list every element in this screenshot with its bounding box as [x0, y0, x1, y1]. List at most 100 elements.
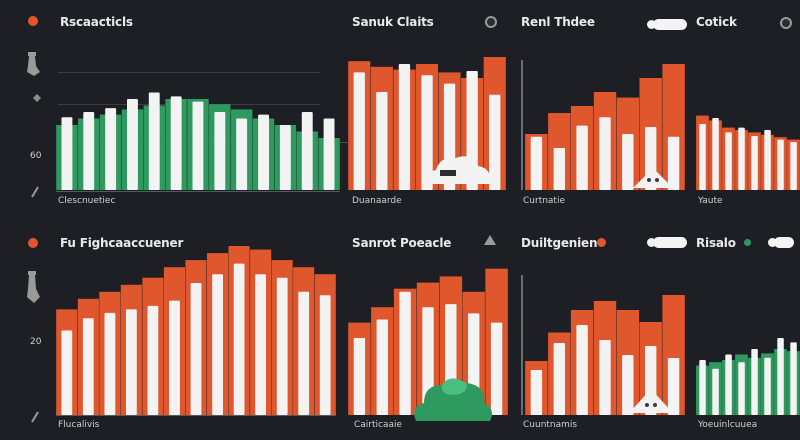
front-bar-3	[599, 340, 611, 415]
front-bar-10	[276, 277, 288, 415]
front-bar-11	[298, 291, 310, 415]
front-bar-2	[725, 132, 732, 190]
settings-dot-icon[interactable]	[483, 234, 497, 246]
front-bar-3	[738, 362, 745, 415]
front-bar-1	[712, 118, 719, 190]
front-bar-11	[301, 112, 313, 190]
panel-cotick: Cotick Yaute	[692, 0, 800, 220]
front-bar-1	[553, 343, 565, 415]
toggle-icon[interactable]	[647, 19, 687, 30]
orange-dot-icon[interactable]	[28, 238, 38, 248]
slide-icon	[633, 168, 673, 188]
front-bar-0	[699, 124, 706, 190]
front-bar-8	[236, 118, 248, 190]
front-bar-6	[490, 322, 503, 415]
pin-icon[interactable]	[24, 271, 42, 305]
paperclip-icon[interactable]	[30, 411, 40, 423]
panel-footer: Flucalivis	[58, 420, 100, 430]
front-bar-6	[489, 94, 501, 190]
y-tick-label: 60	[30, 151, 42, 161]
front-bar-6	[777, 338, 784, 415]
front-bar-7	[790, 142, 797, 190]
panel-title: Renl Thdee	[521, 15, 595, 29]
panel-footer: Cairticaaie	[354, 420, 403, 430]
toggle-icon[interactable]	[768, 237, 794, 248]
grid-line	[58, 72, 320, 73]
panel-risalo: Risalo Yoeuinlcuuea	[692, 225, 800, 440]
panel-title: Sanrot Poeacle	[352, 236, 452, 250]
axis-baseline	[56, 415, 336, 416]
front-bar-0	[530, 136, 543, 190]
front-bar-0	[353, 338, 366, 415]
front-bar-6	[667, 358, 680, 415]
front-bar-9	[258, 114, 269, 190]
pin-icon[interactable]	[24, 52, 42, 78]
front-bar-1	[376, 319, 388, 415]
front-bar-2	[104, 312, 116, 415]
front-bar-4	[751, 136, 758, 190]
front-bar-6	[667, 136, 680, 190]
front-bar-4	[622, 355, 634, 415]
panel-duiltgenien: Duiltgenien Cuuntnamis	[515, 225, 690, 440]
front-bar-5	[169, 300, 180, 415]
front-bar-3	[421, 75, 433, 190]
front-bar-12	[323, 118, 335, 190]
bar-chart	[56, 92, 340, 190]
panel-title: Sanuk Claits	[352, 15, 434, 29]
front-bar-6	[192, 101, 204, 190]
paperclip-icon[interactable]	[30, 186, 40, 198]
front-bar-5	[764, 357, 771, 415]
front-bar-0	[353, 72, 365, 190]
front-bar-1	[553, 148, 565, 190]
front-bar-9	[255, 274, 266, 415]
front-bar-1	[712, 368, 719, 415]
front-bar-2	[725, 354, 732, 415]
front-bar-0	[61, 117, 73, 190]
front-bar-10	[279, 125, 291, 190]
front-bar-2	[576, 125, 588, 190]
panel-title: Fu Fighcaaccuener	[60, 236, 184, 250]
panel-footer: Duanaarde	[352, 196, 402, 206]
front-bar-3	[738, 127, 745, 190]
front-bar-5	[764, 130, 771, 190]
cloud-icon	[425, 156, 491, 184]
front-bar-1	[376, 92, 388, 190]
front-bar-4	[622, 134, 634, 190]
front-bar-0	[530, 370, 543, 415]
bar-chart	[525, 295, 685, 415]
bar-chart	[696, 115, 800, 190]
green-dot-icon[interactable]	[744, 239, 751, 246]
front-bar-7	[790, 342, 797, 415]
front-bar-0	[61, 330, 73, 415]
panel-title: Cotick	[696, 15, 737, 29]
panel-footer: Clescnuetiec	[58, 196, 116, 206]
front-bar-8	[233, 263, 245, 415]
panel-sanuk-claits: Sanuk Claits Duanaarde	[340, 0, 510, 220]
orange-dot-icon[interactable]	[28, 16, 38, 26]
front-bar-2	[105, 108, 117, 190]
toggle-icon[interactable]	[647, 237, 687, 248]
axis-y	[521, 60, 523, 190]
bar-chart	[56, 246, 336, 415]
settings-dot-icon[interactable]	[485, 16, 497, 28]
front-bar-5	[170, 96, 182, 190]
orange-dot-icon[interactable]	[597, 238, 606, 247]
axis-y	[521, 275, 523, 415]
front-bar-2	[576, 325, 588, 415]
front-bar-4	[148, 92, 160, 190]
axis-baseline	[56, 191, 340, 192]
panel-sanrot-poeacle: Sanrot Poeacle Cairticaaie	[340, 225, 510, 440]
front-bar-4	[751, 349, 758, 415]
front-bar-3	[127, 99, 138, 190]
panel-rscaacticls: Rscaacticls 60 Clescnuetiec	[0, 0, 348, 220]
dot-icon[interactable]	[780, 17, 792, 29]
panel-footer: Curtnatie	[523, 196, 566, 206]
front-bar-7	[212, 274, 223, 415]
front-bar-7	[214, 112, 226, 190]
bar-chart	[525, 64, 685, 190]
front-bar-3	[599, 117, 611, 190]
panel-footer: Yaute	[698, 196, 723, 206]
cloud-icon	[414, 378, 492, 421]
panel-footer: Yoeuinlcuuea	[698, 420, 758, 430]
panel-footer: Cuuntnamis	[523, 420, 578, 430]
